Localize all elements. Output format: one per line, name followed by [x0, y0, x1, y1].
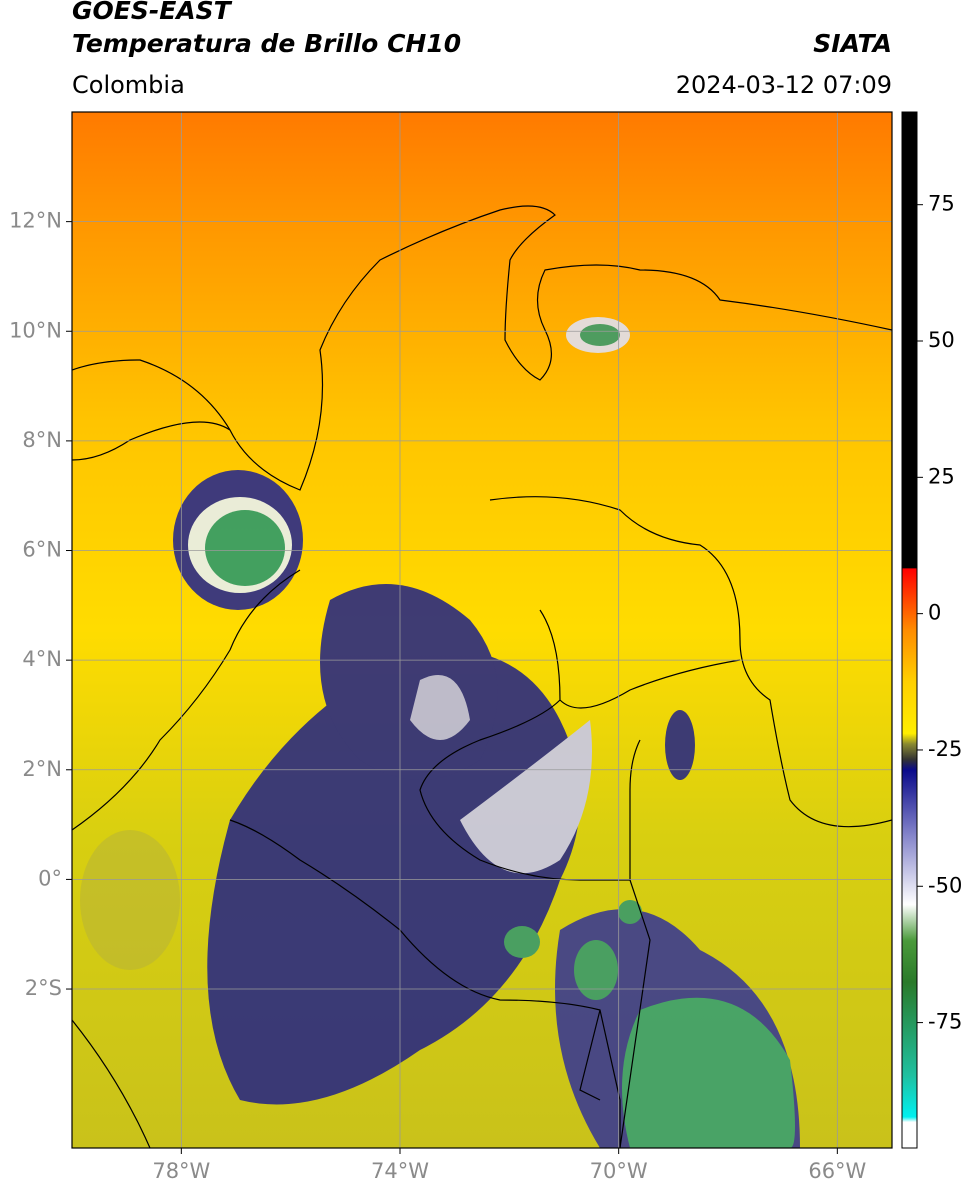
x-tick-label: 74°W [371, 1159, 429, 1183]
clouds [80, 317, 800, 1148]
source: SIATA [813, 29, 892, 58]
y-tick-label: 2°S [25, 976, 62, 1000]
datetime: 2024-03-12 07:09 [676, 71, 892, 99]
colorbar-label: -25 [928, 737, 962, 761]
colorbar [901, 111, 918, 1149]
y-tick-label: 4°N [22, 647, 62, 671]
map-frame [71, 111, 893, 1149]
x-tick-label: 66°W [808, 1159, 866, 1183]
colorbar-label: 25 [928, 464, 955, 488]
imagery [72, 112, 892, 1148]
graticule [72, 112, 892, 1148]
colorbar-label: -50 [928, 873, 962, 897]
colorbar-label: 50 [928, 328, 955, 352]
y-tick-label: 0° [38, 866, 62, 890]
region: Colombia [72, 71, 185, 99]
y-tick-label: 6°N [22, 538, 62, 562]
y-tick-label: 2°N [22, 757, 62, 781]
title: GOES-EAST [72, 0, 233, 25]
product: Temperatura de Brillo CH10 [72, 29, 461, 58]
x-tick-label: 78°W [152, 1159, 210, 1183]
borders [72, 205, 892, 1148]
y-tick-label: 10°N [9, 318, 62, 342]
y-tick-label: 8°N [22, 428, 62, 452]
colorbar-label: 0 [928, 601, 941, 625]
y-tick-label: 12°N [9, 209, 62, 233]
colorbar-label: 75 [928, 192, 955, 216]
x-tick-label: 70°W [590, 1159, 648, 1183]
colorbar-label: -75 [928, 1010, 962, 1034]
